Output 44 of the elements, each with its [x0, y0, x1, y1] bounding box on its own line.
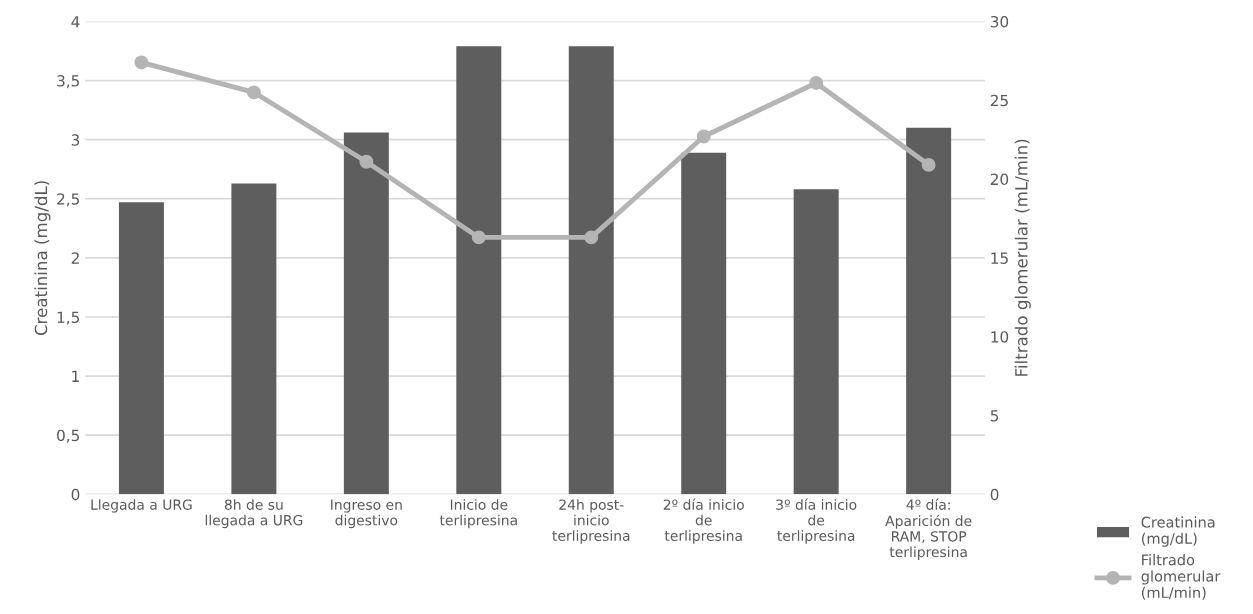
y2-tick-label: 0: [990, 488, 999, 501]
point: [246, 85, 261, 100]
x-tick-label: Llegada a URG: [91, 499, 192, 513]
y2-tick-label: 20: [990, 173, 1009, 186]
y-tick-label: 0: [71, 488, 80, 501]
bar: [456, 46, 502, 495]
point: [359, 154, 374, 169]
point: [584, 230, 599, 245]
point: [134, 55, 149, 70]
point: [471, 230, 486, 245]
y-tick-label: 3: [71, 134, 80, 146]
bar: [681, 152, 727, 495]
x-tick-label: 2º día inicio de terlipresina: [663, 498, 744, 544]
y2-tick-label: 10: [991, 331, 1009, 343]
x-tick-label: 4º día: Aparición de RAM, STOP terlipresina: [885, 498, 972, 560]
bar: [906, 127, 952, 495]
y-tick-label: 4: [71, 16, 80, 28]
legend-label: Creatinina (mg/dL): [1141, 516, 1215, 547]
y-tick-label: 0,5: [57, 429, 80, 443]
y-tick-label: 2: [71, 252, 79, 264]
x-tick-label: 24h post-inicio terlipresina: [552, 499, 630, 544]
y2-axis-title: Filtrado glomerular (mL/min): [1014, 139, 1031, 376]
y-tick-label: 3,5: [57, 75, 80, 89]
bar: [231, 183, 277, 495]
y-tick-label: 2,5: [57, 193, 80, 207]
bar: [793, 189, 839, 495]
x-tick-label: 3º día inicio de terlipresina: [776, 498, 857, 544]
point: [809, 76, 824, 90]
y2-tick-label: 25: [990, 94, 1008, 107]
bar: [568, 46, 614, 495]
x-tick-label: Inicio de terlipresina: [439, 499, 517, 529]
bar: [118, 202, 164, 495]
point: [696, 129, 711, 144]
legend-label: Filtrado glomerular (mL/min): [1141, 554, 1221, 600]
y2-tick-label: 5: [990, 410, 999, 422]
bar: [343, 132, 389, 495]
x-tick-label: Ingreso en digestivo: [331, 499, 402, 529]
y2-tick-label: 15: [991, 252, 1008, 264]
y2-tick-label: 30: [990, 15, 1009, 28]
y-axis-title: Creatinina (mg/dL): [34, 181, 51, 336]
y-tick-label: 1: [72, 370, 79, 382]
y-tick-label: 1,5: [57, 311, 80, 325]
point: [921, 157, 936, 172]
x-tick-label: 8h de su llegada a URG: [205, 499, 303, 529]
